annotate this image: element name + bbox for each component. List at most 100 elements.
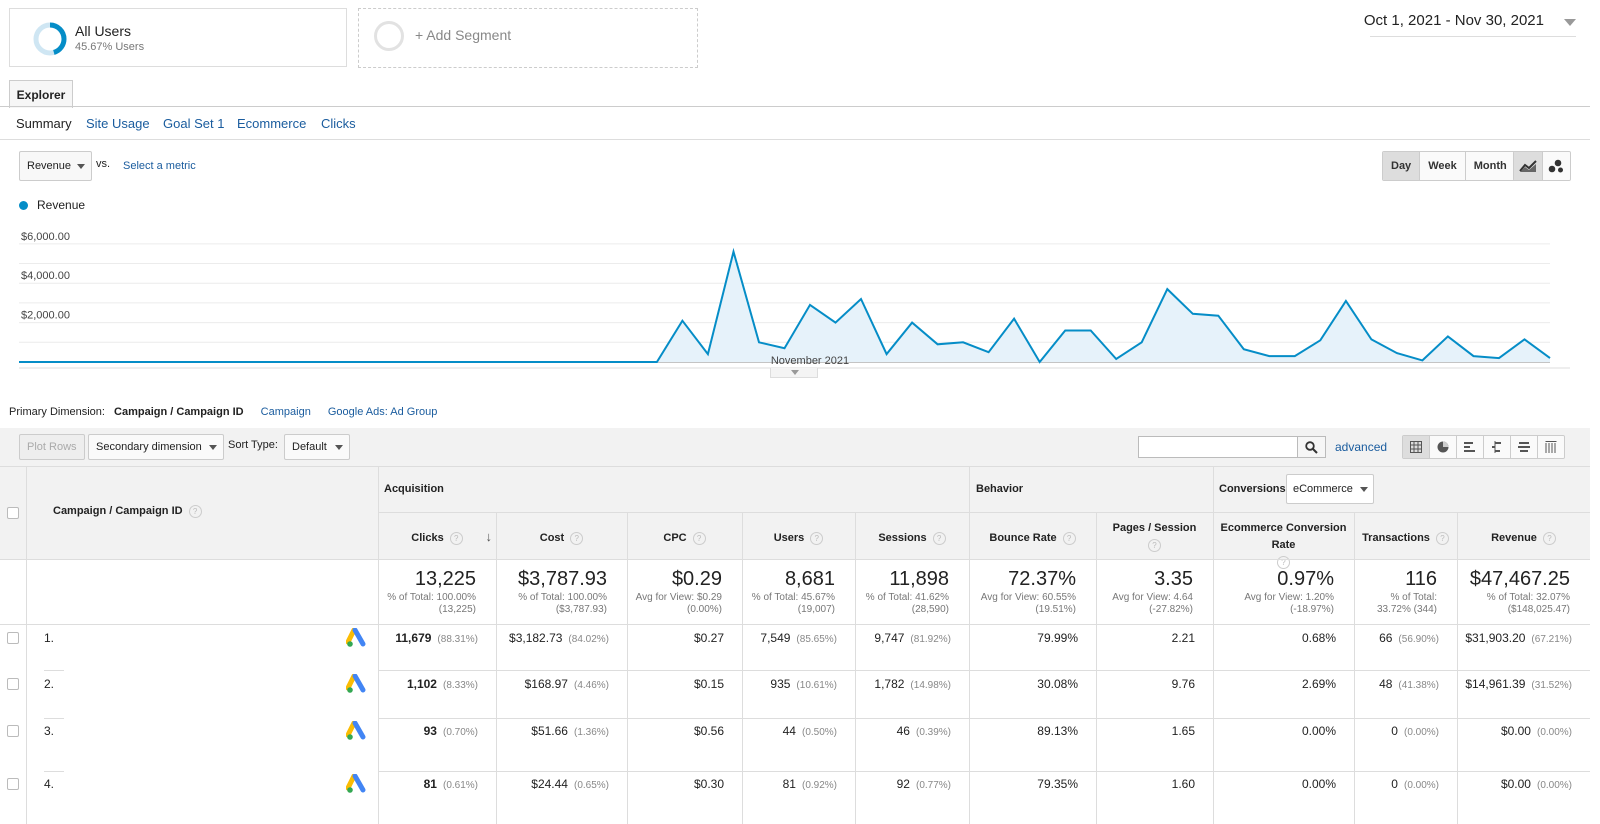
row-number: 4. <box>44 777 55 791</box>
motion-chart-button[interactable] <box>1542 152 1570 180</box>
view-pivot-button[interactable] <box>1538 436 1564 458</box>
column-header-users[interactable]: Users? <box>742 530 855 547</box>
help-icon[interactable]: ? <box>932 531 946 545</box>
conversions-select[interactable]: eCommerce <box>1286 474 1374 504</box>
cell-value: 81 <box>782 777 796 791</box>
cell-revenue: $31,903.20 (67.21%) <box>1465 631 1572 645</box>
sort-type-select[interactable]: Default <box>284 434 350 460</box>
column-header-bounce-rate[interactable]: Bounce Rate? <box>969 530 1096 547</box>
grid-line <box>1354 512 1355 824</box>
view-percentage-button[interactable] <box>1430 436 1457 458</box>
grid-line <box>378 466 379 824</box>
total-subtext: % of Total: 32.07% <box>1486 592 1570 603</box>
help-icon[interactable]: ? <box>810 531 824 545</box>
cell-percent: (0.50%) <box>801 727 837 738</box>
total-subtext: Avg for View: 1.20% <box>1244 592 1334 603</box>
grid-line <box>26 466 27 824</box>
help-icon[interactable]: ? <box>1435 531 1449 545</box>
sort-type-value: Default <box>292 441 327 453</box>
pie-chart-icon <box>1437 441 1449 453</box>
period-day-button[interactable]: Day <box>1383 152 1421 180</box>
segment-donut-icon <box>33 22 67 56</box>
help-icon[interactable]: ? <box>449 531 463 545</box>
metric-select[interactable]: Revenue <box>19 151 92 181</box>
total-subtext: ($148,025.47) <box>1507 604 1570 615</box>
table-search-input[interactable] <box>1138 436 1298 458</box>
date-range-picker[interactable]: Oct 1, 2021 - Nov 30, 2021 <box>1363 12 1544 29</box>
search-button[interactable] <box>1298 436 1326 458</box>
cell-value: 0 <box>1391 777 1398 791</box>
row-checkbox[interactable] <box>7 632 19 644</box>
dimension-campaign[interactable]: Campaign <box>260 406 311 418</box>
dimension-ad-group[interactable]: Google Ads: Ad Group <box>327 406 438 418</box>
period-week-button[interactable]: Week <box>1420 152 1466 180</box>
secondary-dimension-select[interactable]: Secondary dimension <box>88 434 224 460</box>
total-value: $0.29 <box>671 568 722 590</box>
plot-rows-button[interactable]: Plot Rows <box>19 434 85 460</box>
dimension-header[interactable]: Campaign / Campaign ID? <box>53 503 202 520</box>
subtab-site-usage[interactable]: Site Usage <box>86 116 150 131</box>
google-ads-icon[interactable] <box>346 721 368 741</box>
select-metric-link[interactable]: Select a metric <box>123 160 196 172</box>
cell-percent: (67.21%) <box>1531 634 1572 645</box>
cell-value: $3,182.73 <box>509 631 563 645</box>
sort-arrow-icon[interactable]: ↓ <box>485 529 493 544</box>
cell-revenue: $0.00 (0.00%) <box>1501 724 1572 738</box>
google-ads-icon[interactable] <box>346 628 368 648</box>
cell-value: 1.65 <box>1171 724 1195 738</box>
cell-value: $31,903.20 <box>1465 631 1526 645</box>
column-header-clicks[interactable]: Clicks? ↓ <box>378 529 496 547</box>
tab-explorer[interactable]: Explorer <box>9 80 73 108</box>
subtab-goal-set-1[interactable]: Goal Set 1 <box>163 116 225 131</box>
bubbles-icon <box>1548 159 1564 173</box>
segment-title: All Users <box>75 23 132 39</box>
period-month-button[interactable]: Month <box>1465 152 1515 180</box>
total-value: $3,787.93 <box>518 568 607 590</box>
cell-sessions: 1,782 (14.98%) <box>874 677 951 691</box>
column-header-cpc[interactable]: CPC? <box>627 530 742 547</box>
subtab-summary[interactable]: Summary <box>16 116 72 131</box>
cell-value: $0.56 <box>693 724 724 738</box>
column-header-pages-per-session[interactable]: Pages / Session? <box>1096 520 1213 554</box>
row-checkbox[interactable] <box>7 678 19 690</box>
column-header-ecommerce-conversion-rate[interactable]: Ecommerce Conversion Rate? <box>1213 520 1354 571</box>
help-icon[interactable]: ? <box>692 531 706 545</box>
help-icon[interactable]: ? <box>1062 531 1076 545</box>
row-checkbox[interactable] <box>7 725 19 737</box>
cell-value: 0.68% <box>1301 631 1336 645</box>
total-subtext: (28,590) <box>911 604 949 615</box>
column-header-transactions[interactable]: Transactions? <box>1354 530 1457 547</box>
subtab-ecommerce[interactable]: Ecommerce <box>237 116 307 131</box>
chevron-down-icon <box>791 370 799 375</box>
column-header-sessions[interactable]: Sessions? <box>855 530 969 547</box>
total-subtext: % of Total: 41.62% <box>865 592 949 603</box>
segment-all-users[interactable]: All Users 45.67% Users <box>9 8 347 67</box>
cell-percent: (14.98%) <box>910 680 951 691</box>
help-icon[interactable]: ? <box>1277 555 1290 569</box>
revenue-chart[interactable]: $6,000.00 $4,000.00 $2,000.00 November 2021 <box>0 210 1600 370</box>
cell-cpc: $0.56 <box>694 724 724 738</box>
select-all-checkbox[interactable] <box>7 507 19 519</box>
google-ads-icon[interactable] <box>346 774 368 794</box>
row-checkbox[interactable] <box>7 778 19 790</box>
help-icon[interactable]: ? <box>188 504 202 518</box>
chevron-down-icon <box>335 445 343 450</box>
google-ads-icon[interactable] <box>346 674 368 694</box>
advanced-filter-link[interactable]: advanced <box>1335 440 1388 454</box>
help-icon[interactable]: ? <box>1542 531 1556 545</box>
cell-value: 1,102 <box>406 677 437 691</box>
add-segment-button[interactable]: + Add Segment <box>358 8 698 68</box>
help-icon[interactable]: ? <box>1148 538 1161 552</box>
subtab-clicks[interactable]: Clicks <box>321 116 356 131</box>
cell-users: 44 (0.50%) <box>783 724 837 738</box>
help-icon[interactable]: ? <box>570 531 584 545</box>
view-comparison-button[interactable] <box>1484 436 1511 458</box>
view-performance-button[interactable] <box>1457 436 1484 458</box>
chart-collapse-tab[interactable] <box>770 368 818 378</box>
column-header-cost[interactable]: Cost? <box>496 530 627 547</box>
chevron-down-icon[interactable] <box>1564 19 1576 26</box>
line-chart-button[interactable] <box>1514 152 1543 180</box>
column-header-revenue[interactable]: Revenue? <box>1457 530 1590 547</box>
view-term-cloud-button[interactable] <box>1511 436 1538 458</box>
view-data-button[interactable] <box>1403 436 1430 458</box>
